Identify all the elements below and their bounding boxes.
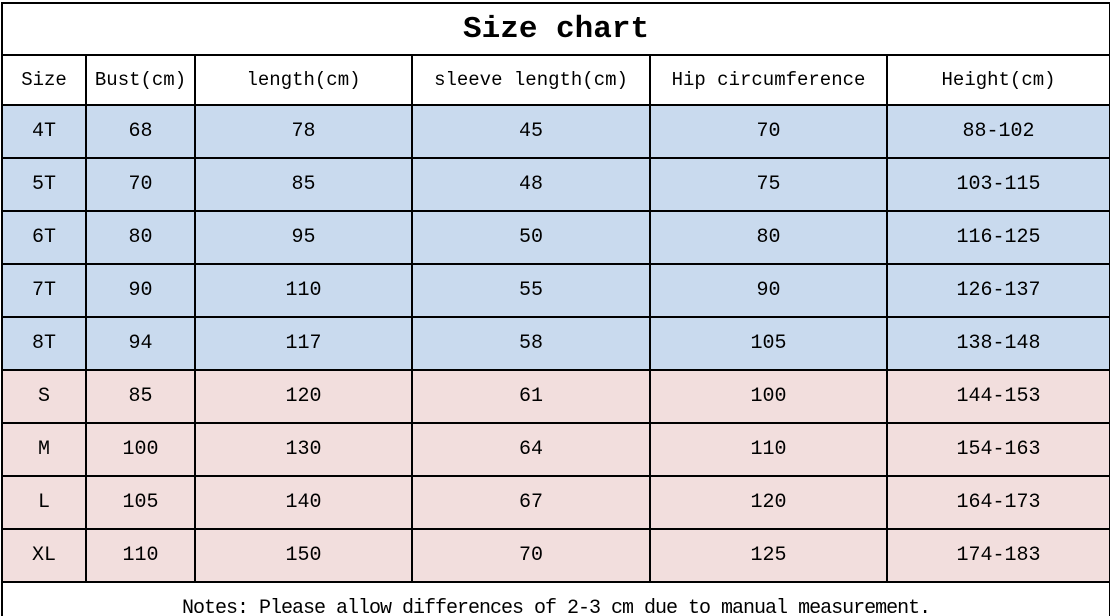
table-cell: 140 [194, 475, 413, 530]
table-cell: 5T [1, 157, 87, 212]
table-cell: 95 [194, 210, 413, 265]
table-cell: 110 [194, 263, 413, 318]
header-cell-sleeve-length: sleeve length(cm) [411, 54, 651, 106]
table-row-5t: 5T 70 85 48 75 103-115 [1, 157, 1110, 212]
table-cell: 120 [194, 369, 413, 424]
table-cell: 90 [85, 263, 196, 318]
table-cell: 70 [649, 104, 888, 159]
table-cell: 78 [194, 104, 413, 159]
header-cell-height: Height(cm) [885, 54, 1110, 106]
table-cell: 50 [411, 210, 651, 265]
table-cell: 117 [194, 316, 413, 371]
table-cell: 4T [1, 104, 87, 159]
table-cell: M [1, 422, 87, 477]
table-cell: 80 [85, 210, 196, 265]
table-cell: 88-102 [885, 104, 1110, 159]
table-row-l: L 105 140 67 120 164-173 [1, 475, 1110, 530]
table-cell: L [1, 475, 87, 530]
table-cell: 70 [85, 157, 196, 212]
table-row-xl: XL 110 150 70 125 174-183 [1, 528, 1110, 583]
table-cell: 100 [85, 422, 196, 477]
table-row-6t: 6T 80 95 50 80 116-125 [1, 210, 1110, 265]
table-cell: 58 [411, 316, 651, 371]
table-cell: 80 [649, 210, 888, 265]
table-cell: 110 [85, 528, 196, 583]
table-row-s: S 85 120 61 100 144-153 [1, 369, 1110, 424]
page-title: Size chart [0, 2, 1110, 56]
header-cell-length: length(cm) [194, 54, 413, 106]
header-cell-bust: Bust(cm) [85, 54, 196, 106]
table-cell: 8T [1, 316, 87, 371]
table-cell: 85 [85, 369, 196, 424]
header-row: Size Bust(cm) length(cm) sleeve length(c… [1, 54, 1110, 106]
table-cell: 164-173 [885, 475, 1110, 530]
table-cell: 64 [411, 422, 651, 477]
notes-text: Notes: Please allow differences of 2-3 c… [0, 581, 1110, 616]
table-cell: 90 [649, 263, 888, 318]
table-cell: S [1, 369, 87, 424]
table-cell: 100 [649, 369, 888, 424]
table-cell: 61 [411, 369, 651, 424]
table-cell: 144-153 [885, 369, 1110, 424]
table-cell: 70 [411, 528, 651, 583]
notes-row: Notes: Please allow differences of 2-3 c… [0, 581, 1110, 616]
table-cell: 67 [411, 475, 651, 530]
table-cell: 75 [649, 157, 888, 212]
header-cell-hip-circumference: Hip circumference [649, 54, 888, 106]
table-cell: 105 [85, 475, 196, 530]
table-cell: 103-115 [885, 157, 1110, 212]
table-cell: 125 [649, 528, 888, 583]
table-cell: 138-148 [885, 316, 1110, 371]
table-row-m: M 100 130 64 110 154-163 [1, 422, 1110, 477]
table-row-4t: 4T 68 78 45 70 88-102 [1, 104, 1110, 159]
table-row-8t: 8T 94 117 58 105 138-148 [1, 316, 1110, 371]
table-cell: 85 [194, 157, 413, 212]
table-cell: 68 [85, 104, 196, 159]
table-cell: 105 [649, 316, 888, 371]
table-cell: 94 [85, 316, 196, 371]
table-cell: XL [1, 528, 87, 583]
table-row-7t: 7T 90 110 55 90 126-137 [1, 263, 1110, 318]
table-cell: 130 [194, 422, 413, 477]
table-cell: 126-137 [885, 263, 1110, 318]
table-cell: 7T [1, 263, 87, 318]
table-cell: 116-125 [885, 210, 1110, 265]
title-row: Size chart [0, 2, 1110, 56]
table-cell: 154-163 [885, 422, 1110, 477]
table-cell: 6T [1, 210, 87, 265]
table-cell: 150 [194, 528, 413, 583]
table-cell: 174-183 [885, 528, 1110, 583]
table-cell: 45 [411, 104, 651, 159]
table-cell: 48 [411, 157, 651, 212]
table-cell: 120 [649, 475, 888, 530]
header-cell-size: Size [1, 54, 87, 106]
table-cell: 110 [649, 422, 888, 477]
table-cell: 55 [411, 263, 651, 318]
